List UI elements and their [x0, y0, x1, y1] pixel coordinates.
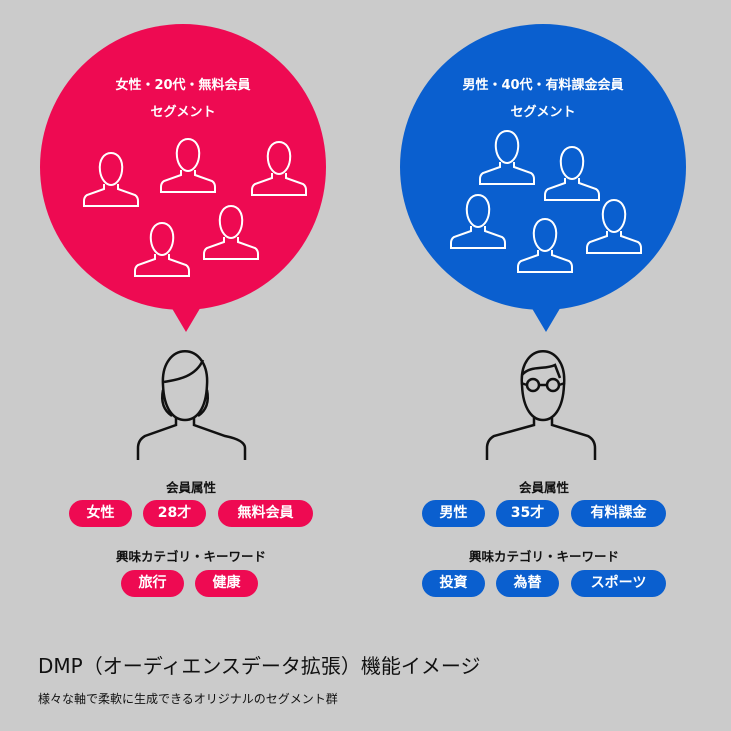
- interest-tag: 健康: [195, 570, 258, 597]
- segment-title-line: セグメント: [510, 105, 576, 120]
- attributes-label-female: 会員属性: [165, 480, 216, 495]
- interest-tag: スポーツ: [571, 570, 666, 597]
- female-user-icon: [136, 350, 247, 460]
- attribute-tag: 28才: [143, 500, 206, 527]
- attributes-label-male: 会員属性: [518, 480, 569, 495]
- interest-tag: 為替: [496, 570, 559, 597]
- segment-bubble-male: [400, 24, 686, 332]
- attribute-tag: 有料課金: [571, 500, 666, 527]
- segment-title-line: セグメント: [150, 105, 216, 120]
- segment-title-line: 女性・20代・無料会員: [115, 78, 251, 93]
- interest-tag: 投資: [422, 570, 485, 597]
- male-user-icon: [485, 350, 597, 460]
- segment-bubble-female: [40, 24, 326, 332]
- diagram-title: DMP（オーディエンスデータ拡張）機能イメージ: [38, 654, 481, 678]
- diagram-subtitle: 様々な軸で柔軟に生成できるオリジナルのセグメント群: [38, 692, 338, 706]
- segment-title-female: 女性・20代・無料会員 セグメント: [40, 72, 326, 126]
- attribute-tag: 女性: [69, 500, 132, 527]
- interest-tag: 旅行: [121, 570, 184, 597]
- attribute-tag: 無料会員: [218, 500, 313, 527]
- interests-label-male: 興味カテゴリ・キーワード: [468, 549, 619, 564]
- attribute-tag: 35才: [496, 500, 559, 527]
- attribute-tag: 男性: [422, 500, 485, 527]
- segment-title-line: 男性・40代・有料課金会員: [462, 78, 624, 93]
- segment-title-male: 男性・40代・有料課金会員 セグメント: [400, 72, 686, 126]
- interests-label-female: 興味カテゴリ・キーワード: [115, 549, 266, 564]
